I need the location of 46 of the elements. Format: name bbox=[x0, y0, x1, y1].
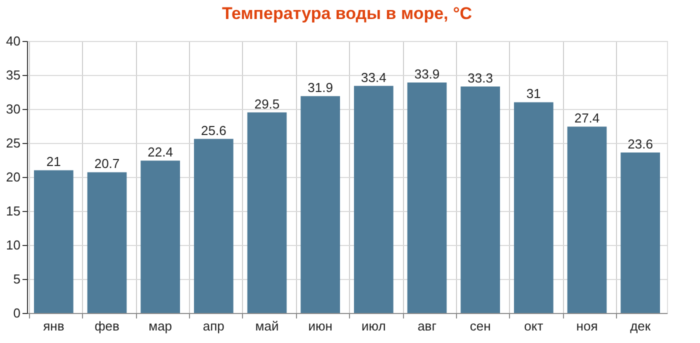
bar bbox=[247, 112, 287, 313]
data-label: 33.9 bbox=[414, 66, 440, 82]
bar bbox=[620, 152, 660, 313]
y-tick-label: 10 bbox=[6, 238, 20, 252]
data-label: 31 bbox=[526, 86, 541, 102]
bar bbox=[34, 170, 74, 313]
y-tick-label: 35 bbox=[6, 68, 20, 82]
x-tick-label: фев bbox=[94, 318, 120, 334]
data-label: 31.9 bbox=[308, 80, 333, 96]
data-label: 22.4 bbox=[148, 144, 173, 160]
x-tick-label: авг bbox=[418, 318, 437, 334]
x-tick-label: апр bbox=[202, 318, 224, 334]
y-tick-label: 5 bbox=[13, 272, 20, 286]
x-tick-label: дек bbox=[630, 318, 651, 334]
y-tick-label: 0 bbox=[13, 306, 20, 320]
bar bbox=[194, 138, 234, 313]
y-tick-label: 15 bbox=[6, 204, 20, 218]
data-label: 27.4 bbox=[574, 110, 600, 126]
x-tick-label: май bbox=[255, 318, 279, 334]
data-label: 29.5 bbox=[254, 96, 280, 112]
bar bbox=[300, 96, 340, 313]
y-tick-label: 30 bbox=[6, 102, 20, 116]
bar bbox=[567, 126, 607, 313]
bar bbox=[354, 86, 394, 313]
y-tick-label: 25 bbox=[6, 136, 20, 150]
x-tick-label: янв bbox=[43, 318, 64, 334]
y-tick-label: 20 bbox=[6, 170, 20, 184]
bar bbox=[407, 82, 447, 313]
x-tick-label: мар bbox=[148, 318, 172, 334]
data-label: 25.6 bbox=[201, 122, 226, 138]
y-tick-label: 40 bbox=[6, 34, 20, 48]
chart-title: Температура воды в море, °C bbox=[222, 4, 472, 23]
data-label: 23.6 bbox=[628, 136, 653, 152]
data-label: 20.7 bbox=[94, 156, 120, 172]
x-tick-label: июл bbox=[362, 318, 386, 334]
x-tick-label: сен bbox=[470, 318, 491, 334]
data-label: 21 bbox=[46, 154, 61, 170]
bar bbox=[140, 160, 180, 313]
data-label: 33.3 bbox=[468, 70, 493, 86]
data-label: 33.4 bbox=[361, 70, 386, 85]
bar bbox=[514, 102, 554, 313]
bar bbox=[460, 86, 500, 313]
x-tick-label: ноя bbox=[576, 318, 598, 334]
x-tick-label: окт bbox=[524, 318, 544, 334]
bar bbox=[87, 172, 127, 313]
x-tick-label: июн bbox=[308, 318, 332, 334]
